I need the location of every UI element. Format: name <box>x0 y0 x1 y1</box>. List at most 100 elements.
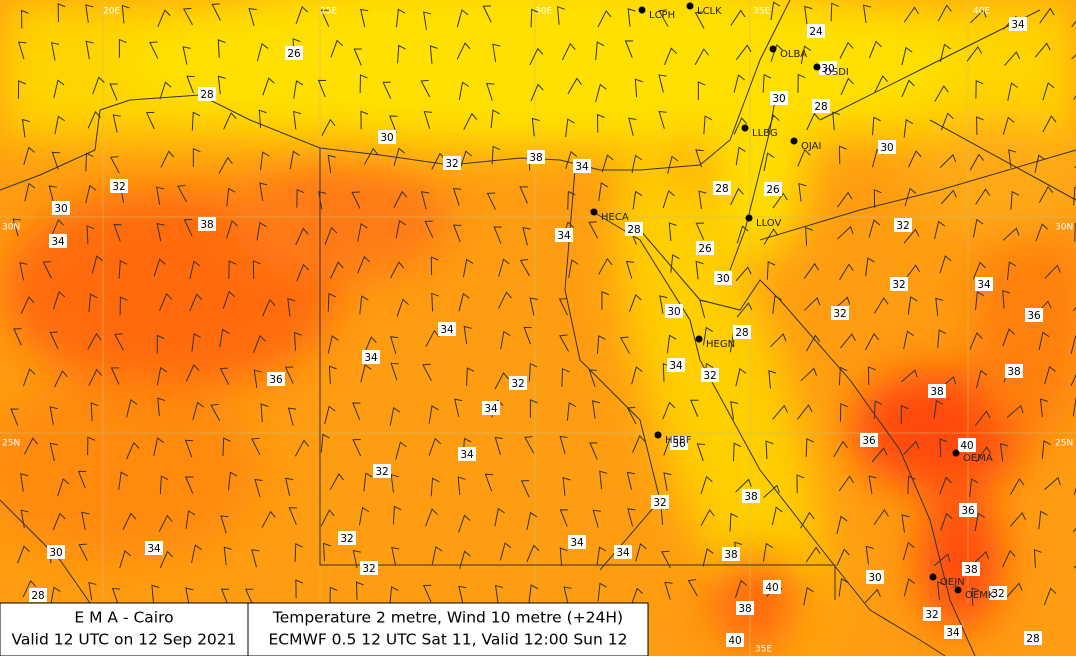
wind-barb <box>695 222 705 240</box>
wind-barbs <box>10 1 1076 606</box>
wind-barb <box>864 588 881 604</box>
wind-barb <box>327 154 336 174</box>
wind-barb <box>260 403 269 423</box>
temperature-box <box>29 588 47 602</box>
wind-barb <box>422 584 432 603</box>
wind-barb <box>392 505 402 525</box>
temperature-label: 30 <box>716 273 729 285</box>
temperature-label: 26 <box>766 184 780 196</box>
wind-barb <box>734 579 748 598</box>
wind-barb <box>524 436 535 454</box>
wind-barb <box>458 585 467 605</box>
wind-barb <box>698 190 707 210</box>
wind-barb <box>222 290 236 309</box>
temperature-box <box>894 218 912 232</box>
wind-barb <box>800 367 817 382</box>
temperature-box <box>701 368 719 382</box>
wind-barb <box>218 156 233 174</box>
wind-barb <box>320 433 330 453</box>
wind-barb <box>53 291 66 310</box>
temperature-box <box>443 156 461 170</box>
temperature-label: 40 <box>960 440 973 452</box>
temperature-label: 34 <box>484 403 498 415</box>
wind-barb <box>42 261 52 279</box>
wind-barb <box>1042 115 1057 133</box>
wind-barb <box>840 333 856 349</box>
wind-barb <box>873 508 889 525</box>
wind-barb <box>92 76 105 95</box>
temperature-box <box>670 436 688 450</box>
wind-barb <box>762 73 772 93</box>
wind-barb <box>702 548 714 567</box>
wind-barb <box>1009 478 1025 495</box>
temperature-box <box>962 562 980 576</box>
temperature-box <box>958 438 976 452</box>
wind-barb <box>22 368 36 387</box>
wind-barb <box>318 190 327 210</box>
wind-barb <box>862 4 872 24</box>
wind-barb <box>559 435 568 454</box>
wind-barb <box>360 8 369 28</box>
wind-barb <box>294 543 303 562</box>
temperature-label: 32 <box>340 533 353 545</box>
graticule-label: 30E <box>535 7 552 17</box>
temperature-label: 38 <box>930 386 943 398</box>
wind-barb <box>57 478 70 497</box>
wind-barb <box>111 587 121 606</box>
wind-barb <box>694 11 705 29</box>
wind-barb <box>151 584 160 604</box>
wind-barb <box>248 8 257 27</box>
temperature-box <box>722 547 740 561</box>
wind-barb <box>492 43 501 63</box>
footer-model: ECMWF 0.5 12 UTC Sat 11, Valid 12:00 Sun… <box>269 631 628 649</box>
wind-barb <box>999 443 1008 462</box>
temperature-box <box>742 489 760 503</box>
wind-barb <box>430 477 440 497</box>
wind-barb <box>363 472 373 492</box>
wind-barb <box>868 475 877 494</box>
wind-barb <box>160 150 175 168</box>
wind-barb <box>1042 82 1055 101</box>
temperature-box <box>362 350 380 364</box>
wind-barb <box>189 293 203 312</box>
wind-barb <box>567 190 576 210</box>
temperature-box <box>736 601 754 615</box>
wind-barb <box>663 472 672 491</box>
wind-barb <box>184 439 194 458</box>
wind-barb <box>939 43 951 63</box>
wind-barb <box>1044 476 1061 490</box>
wind-barb <box>568 259 579 278</box>
wind-barb <box>934 85 949 102</box>
wind-barb <box>522 227 531 246</box>
wind-barb <box>429 45 438 64</box>
wind-barb <box>226 187 236 207</box>
temperature-box <box>110 179 128 193</box>
wind-barb <box>1004 51 1021 66</box>
station-label: HECA <box>601 212 629 223</box>
wind-barb <box>865 257 875 277</box>
wind-barb <box>591 400 601 419</box>
wind-barb <box>390 473 399 493</box>
temperature-label: 32 <box>991 588 1004 600</box>
wind-barb <box>763 228 779 245</box>
temperature-label: 34 <box>575 161 589 173</box>
wind-barb <box>805 546 821 563</box>
wind-barb <box>559 547 568 567</box>
temperature-box <box>378 130 396 144</box>
wind-barb <box>53 79 65 98</box>
wind-barb <box>797 73 806 93</box>
temperature-label: 32 <box>703 370 716 382</box>
wind-barb <box>1038 185 1054 203</box>
wind-barb <box>20 509 29 529</box>
wind-barb <box>529 399 538 418</box>
wind-barb <box>85 4 94 23</box>
wind-barb <box>490 109 500 129</box>
wind-barb <box>937 329 947 349</box>
station-dot <box>790 137 798 145</box>
wind-barb <box>189 260 201 280</box>
wind-barb <box>223 546 232 566</box>
wind-barb <box>1035 223 1049 242</box>
wind-barb <box>320 509 335 527</box>
wind-barb <box>149 41 159 59</box>
wind-barb <box>664 581 673 600</box>
